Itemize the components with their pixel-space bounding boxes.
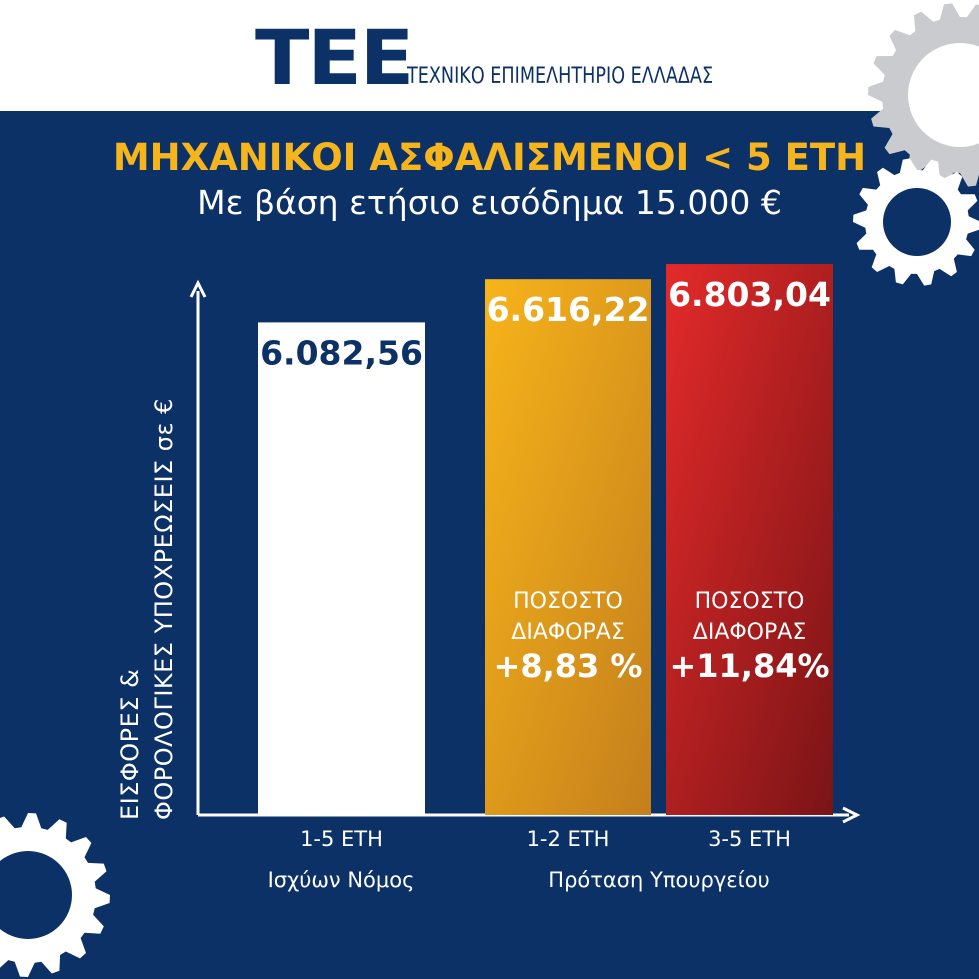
bar-1 <box>258 322 425 815</box>
bar-3 <box>666 264 833 816</box>
x-tick-label: 1-2 ΕΤΗ <box>527 827 610 851</box>
gear-icon-mid-right <box>853 158 979 286</box>
chart-subtitle: Με βάση ετήσιο εισόδημα 15.000 € <box>197 183 782 222</box>
bar-value-label: 6.803,04 <box>668 275 831 314</box>
diff-label-line-2: ΔΙΑΦΟΡΑΣ <box>693 620 806 645</box>
y-axis-arrow <box>189 279 207 298</box>
gear-icon-bottom-left <box>0 813 110 977</box>
diff-label-line-2: ΔΙΑΦΟΡΑΣ <box>511 620 624 645</box>
x-tick-label: 1-5 ΕΤΗ <box>300 827 383 851</box>
group-label-current-law: Ισχύων Νόμος <box>268 868 415 892</box>
group-label-ministry-proposal: Πρόταση Υπουργείου <box>548 868 769 892</box>
gear-icon-top-right <box>868 3 979 187</box>
bar-value-label: 6.082,56 <box>260 333 423 372</box>
diff-label-line-1: ΠΟΣΟΣΤΟ <box>695 589 805 614</box>
diff-label-line-1: ΠΟΣΟΣΤΟ <box>513 589 623 614</box>
header-bar: ΤΕΕ ΤΕΧΝΙΚΟ ΕΠΙΜΕΛΗΤΗΡΙΟ ΕΛΛΑΔΑΣ <box>0 0 979 111</box>
x-tick-label: 3-5 ΕΤΗ <box>708 827 791 851</box>
diff-percentage: +11,84% <box>669 647 829 685</box>
diff-percentage: +8,83 % <box>494 647 643 685</box>
tee-logo: ΤΕΕ <box>255 13 414 102</box>
bar-value-label: 6.616,22 <box>487 290 650 329</box>
organization-name: ΤΕΧΝΙΚΟ ΕΠΙΜΕΛΗΤΗΡΙΟ ΕΛΛΑΔΑΣ <box>407 64 714 89</box>
x-axis-arrow <box>842 806 861 824</box>
bar-2 <box>485 279 651 816</box>
chart-title: ΜΗΧΑΝΙΚΟΙ ΑΣΦΑΛΙΣΜΕΝΟΙ < 5 ΕΤΗ <box>112 136 867 179</box>
